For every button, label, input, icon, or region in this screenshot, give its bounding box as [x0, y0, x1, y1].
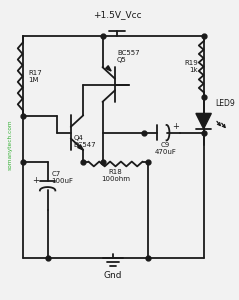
Text: R19
1k: R19 1k — [184, 60, 198, 73]
Polygon shape — [196, 113, 211, 129]
Text: R17
1M: R17 1M — [28, 70, 42, 83]
Text: LED9: LED9 — [215, 99, 235, 108]
Text: C9
470uF: C9 470uF — [155, 142, 177, 155]
Text: +1.5V_Vcc: +1.5V_Vcc — [93, 10, 141, 19]
Text: C7
100uF: C7 100uF — [51, 171, 73, 184]
Text: somanytech.com: somanytech.com — [7, 120, 12, 170]
Text: +: + — [172, 122, 179, 131]
Text: +: + — [33, 176, 39, 185]
Text: Q4
BC547: Q4 BC547 — [74, 135, 96, 148]
Text: R18
100ohm: R18 100ohm — [101, 169, 130, 182]
Text: BC557
Q5: BC557 Q5 — [117, 50, 140, 63]
Text: Gnd: Gnd — [104, 271, 122, 280]
Polygon shape — [78, 145, 83, 150]
Polygon shape — [106, 66, 111, 71]
